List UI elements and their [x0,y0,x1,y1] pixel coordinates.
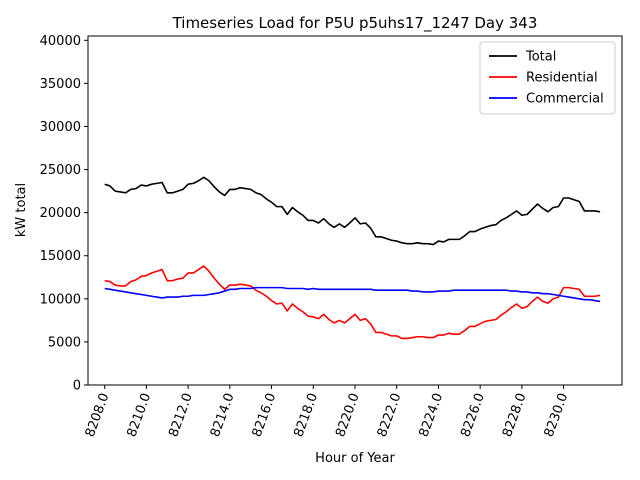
y-tick-label: 10000 [40,292,81,307]
chart-title: Timeseries Load for P5U p5uhs17_1247 Day… [172,14,538,33]
y-tick-label: 20000 [40,206,81,221]
legend: Total Residential Commercial [479,41,616,115]
x-axis-label: Hour of Year [315,451,395,466]
legend-label-total: Total [525,50,556,65]
plot-frame [87,35,623,386]
y-tick-label: 5000 [48,335,81,350]
y-axis-label: kW total [14,183,29,237]
y-tick-label: 30000 [40,120,81,135]
series-line-residential [104,265,601,340]
y-axis: 0 5000 10000 15000 20000 25000 30000 35000 40000 [40,34,88,394]
series-line-total [104,176,601,246]
series-line-commercial [104,286,601,303]
legend-label-residential: Residential [526,71,598,86]
legend-box [479,41,616,115]
y-tick-label: 0 [73,379,81,394]
y-tick-label: 15000 [40,249,81,264]
y-tick-label: 25000 [40,163,81,178]
y-tick-label: 35000 [40,77,81,92]
y-tick-label: 40000 [40,34,81,49]
series-lines [104,176,601,340]
legend-label-commercial: Commercial [526,92,604,107]
